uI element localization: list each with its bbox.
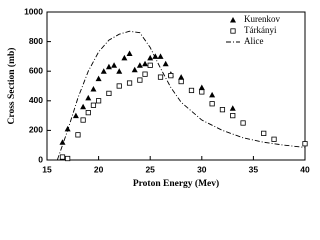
triangle-point — [162, 60, 169, 67]
square-point — [178, 78, 184, 85]
triangle-point — [95, 75, 102, 82]
square-point — [240, 120, 246, 126]
triangle-point — [198, 84, 205, 90]
triangle-point — [64, 125, 71, 132]
square-point — [157, 74, 164, 80]
triangle-point — [85, 94, 92, 101]
triangle-point — [105, 63, 112, 70]
triangle-point — [178, 74, 185, 80]
y-tick-label: 0 — [38, 154, 43, 164]
y-axis-title: Cross Section (mb) — [6, 48, 17, 125]
triangle-point — [229, 105, 236, 111]
triangle-point — [100, 68, 107, 74]
triangle-point — [121, 54, 128, 61]
y-tick-label: 200 — [29, 125, 43, 135]
x-tick-label: 35 — [249, 164, 259, 174]
y-tick-label: 1000 — [24, 6, 43, 16]
triangle-point — [147, 54, 154, 61]
square-point — [209, 101, 215, 107]
triangle-point — [142, 60, 149, 67]
square-point — [188, 87, 195, 94]
square-point — [75, 132, 81, 138]
square-point — [59, 154, 66, 160]
triangle-point — [152, 53, 159, 59]
x-axis-title: Proton Energy (Mev) — [133, 178, 219, 189]
y-tick-label: 600 — [29, 65, 43, 75]
x-tick-label: 30 — [197, 164, 207, 174]
x-tick-label: 25 — [145, 164, 155, 174]
square-point — [116, 83, 122, 89]
x-tick-label: 40 — [300, 164, 310, 174]
y-tick-label: 400 — [29, 95, 43, 105]
triangle-point — [157, 53, 164, 59]
square-point — [168, 73, 174, 79]
square-point — [126, 80, 133, 86]
square-point — [137, 77, 143, 83]
square-point — [80, 117, 86, 123]
legend-swatch — [230, 28, 236, 34]
square-point — [219, 107, 226, 113]
legend-swatch — [230, 17, 236, 23]
square-point — [142, 71, 148, 77]
square-point — [147, 62, 153, 68]
triangle-point — [72, 112, 79, 119]
triangle-point — [80, 103, 87, 110]
line-series — [56, 30, 306, 161]
x-tick-label: 15 — [42, 164, 52, 174]
square-point — [230, 113, 236, 119]
triangle-point — [59, 139, 66, 145]
square-point — [106, 90, 112, 96]
legend-label: Kurenkov — [244, 14, 280, 24]
plot-frame — [46, 11, 306, 161]
triangle-point — [90, 85, 97, 92]
chart: Proton Energy (Mev) Cross Section (mb) 0… — [6, 6, 310, 189]
triangle-point — [126, 50, 133, 56]
x-tick-label: 20 — [94, 164, 104, 174]
square-point — [90, 102, 97, 108]
square-point — [261, 130, 267, 136]
triangle-point — [209, 91, 216, 98]
y-tick-label: 800 — [29, 36, 43, 46]
square-point — [302, 141, 308, 147]
legend-label: Alice — [244, 36, 264, 46]
legend-label: Tárkányi — [244, 25, 277, 35]
square-point — [271, 136, 277, 142]
triangle-point — [111, 62, 118, 68]
triangle-point — [136, 62, 143, 68]
square-point — [96, 98, 102, 104]
square-point — [85, 110, 91, 116]
square-point — [199, 89, 205, 95]
triangle-point — [116, 68, 123, 74]
square-point — [65, 155, 71, 162]
triangle-point — [131, 66, 138, 73]
